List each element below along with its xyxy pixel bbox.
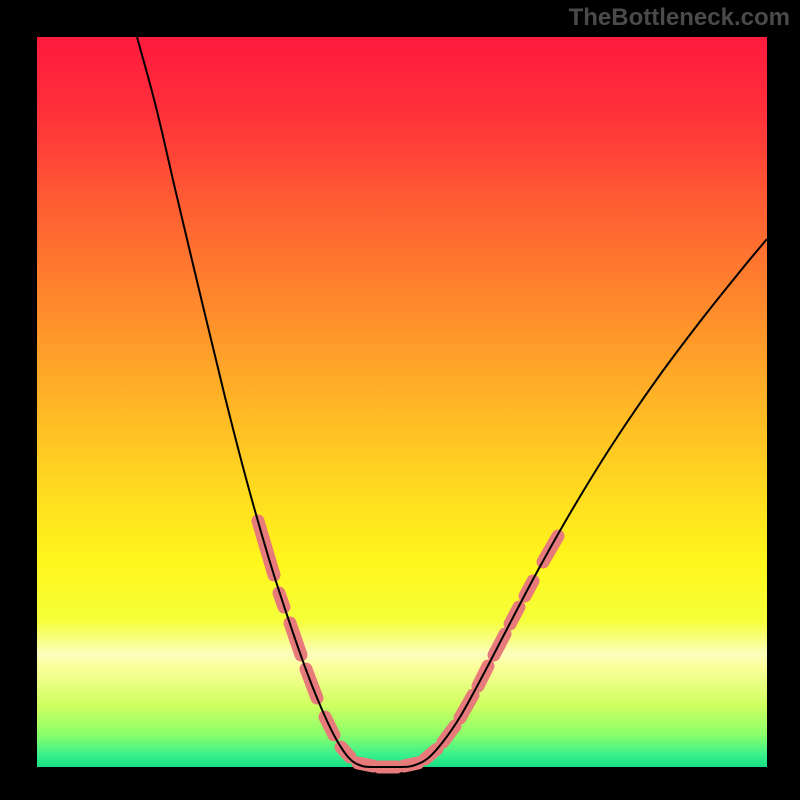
salmon-overlays: [258, 521, 558, 767]
chart-stage: TheBottleneck.com: [0, 0, 800, 800]
curve-right-branch: [399, 239, 767, 767]
watermark-text: TheBottleneck.com: [569, 4, 790, 32]
plot-area: [37, 37, 767, 767]
curve-left-branch: [137, 37, 377, 767]
curve-layer: [37, 37, 767, 767]
